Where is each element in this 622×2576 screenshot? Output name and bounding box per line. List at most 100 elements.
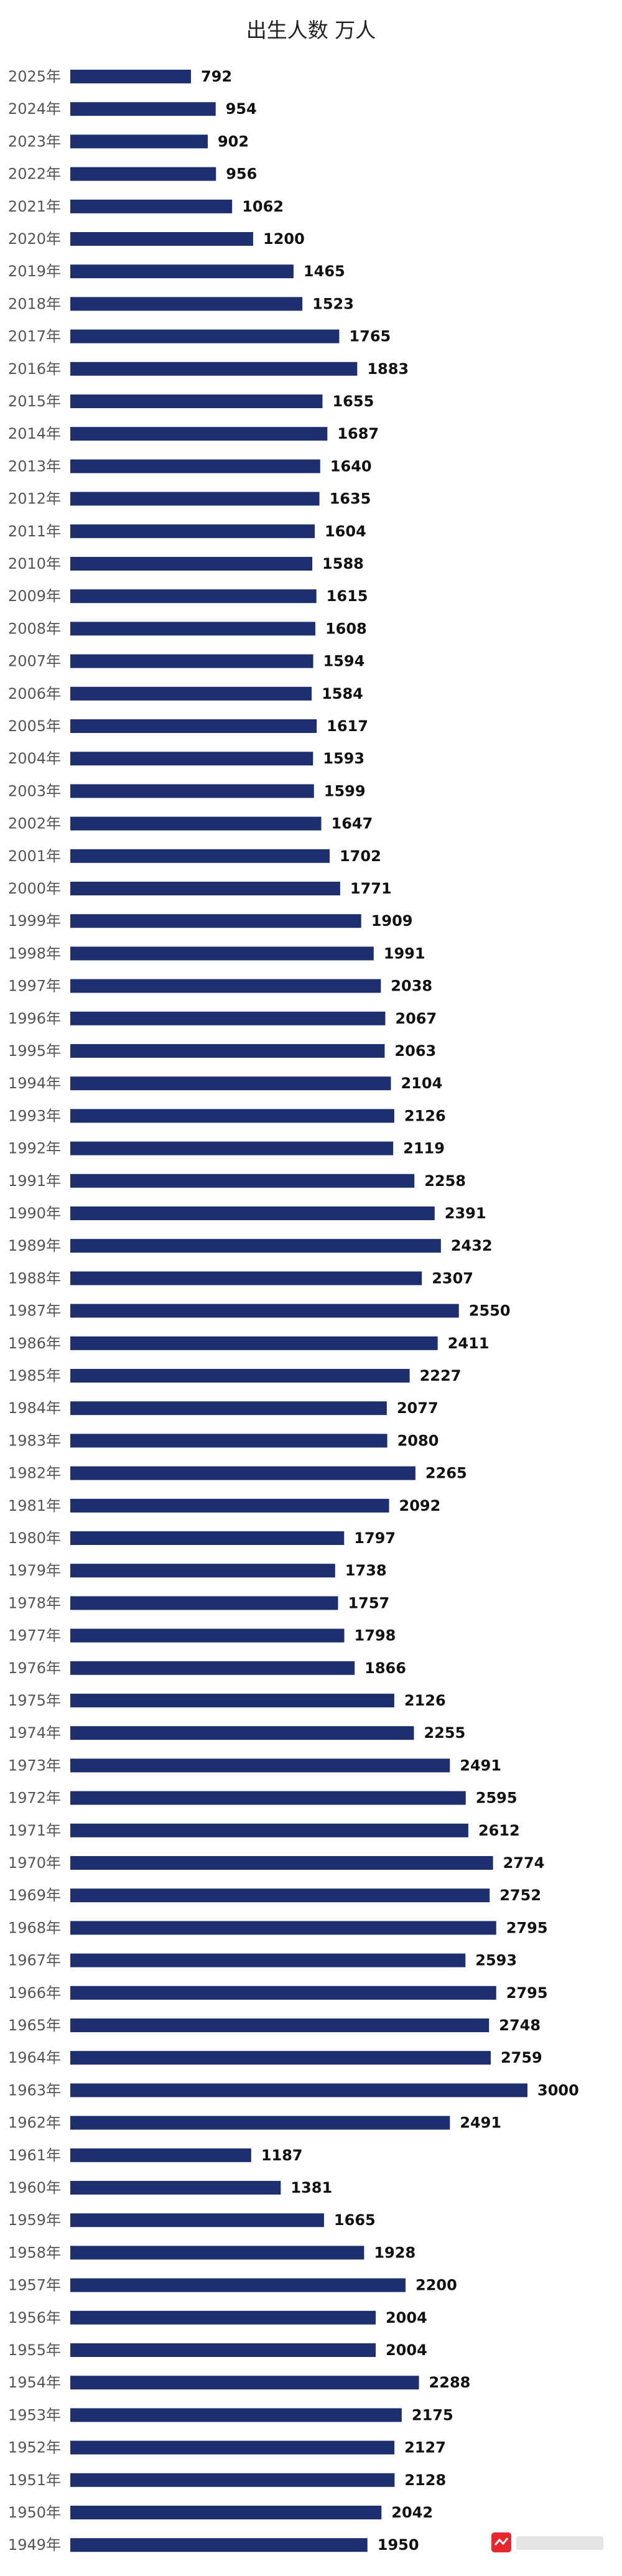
bar <box>70 1726 414 1740</box>
y-tick-label: 1983年 <box>8 1432 61 1449</box>
y-tick-label: 1951年 <box>8 2471 61 2489</box>
data-label: 1608 <box>325 620 367 637</box>
bar <box>70 882 340 895</box>
y-tick-label: 1958年 <box>8 2244 61 2261</box>
y-tick-label: 1978年 <box>8 1594 61 1612</box>
bar <box>70 264 294 279</box>
bar <box>70 2116 450 2130</box>
y-tick-label: 1968年 <box>8 1919 61 1936</box>
y-tick-label: 2012年 <box>8 490 61 508</box>
bar <box>70 1758 450 1773</box>
y-tick-label: 1966年 <box>8 1984 61 2002</box>
data-label: 2774 <box>503 1854 545 1872</box>
y-tick-label: 1972年 <box>8 1790 61 1807</box>
y-tick-label: 2024年 <box>8 100 61 118</box>
data-label: 1615 <box>327 587 368 605</box>
y-tick-label: 1962年 <box>8 2114 61 2132</box>
y-tick-label: 2002年 <box>8 815 61 833</box>
y-tick-label: 1985年 <box>8 1367 61 1384</box>
data-label: 1617 <box>327 717 368 735</box>
data-label: 2307 <box>432 1269 473 1287</box>
y-tick-label: 1949年 <box>8 2536 61 2554</box>
y-tick-label: 1971年 <box>8 1822 61 1839</box>
y-tick-label: 2008年 <box>8 620 61 637</box>
bar <box>70 1206 435 1220</box>
bar <box>70 654 313 668</box>
data-label: 792 <box>201 68 232 85</box>
bar <box>70 979 381 993</box>
data-label: 2004 <box>386 2309 427 2326</box>
y-tick-label: 2013年 <box>8 457 61 475</box>
bar <box>70 2506 382 2519</box>
y-tick-label: 2009年 <box>8 587 61 605</box>
watermark-text-block <box>516 2536 603 2550</box>
data-label: 1866 <box>364 1659 406 1677</box>
bar <box>70 1109 394 1123</box>
bar <box>70 2083 527 2098</box>
data-label: 2752 <box>499 1887 541 1904</box>
bar <box>70 2246 364 2260</box>
bar <box>70 1369 410 1383</box>
data-label: 1798 <box>355 1627 396 1645</box>
bar <box>70 459 320 474</box>
y-tick-label: 1955年 <box>8 2341 61 2359</box>
data-label: 1200 <box>263 230 305 248</box>
y-tick-label: 1982年 <box>8 1465 61 1482</box>
bar <box>70 1498 389 1513</box>
y-tick-label: 1994年 <box>8 1075 61 1092</box>
y-tick-label: 2010年 <box>8 555 61 572</box>
data-label: 1604 <box>325 523 366 540</box>
bar <box>70 1986 496 2000</box>
y-tick-label: 1998年 <box>8 945 61 962</box>
bar <box>70 622 315 636</box>
chart-title: 出生人数 万人 <box>246 18 376 42</box>
y-tick-label: 1988年 <box>8 1269 61 1287</box>
bar <box>70 816 322 831</box>
data-label: 2200 <box>415 2277 457 2294</box>
data-label: 1909 <box>371 912 413 930</box>
data-label: 2550 <box>469 1302 511 1320</box>
bar <box>70 1953 466 1967</box>
bar <box>70 134 208 149</box>
data-label: 1771 <box>350 880 392 897</box>
bar <box>70 2018 490 2032</box>
y-tick-label: 1992年 <box>8 1140 61 1157</box>
bar <box>70 686 312 701</box>
y-tick-label: 1954年 <box>8 2374 61 2391</box>
y-tick-label: 1984年 <box>8 1399 61 1417</box>
data-label: 2491 <box>460 1757 501 1774</box>
y-tick-label: 1963年 <box>8 2081 61 2099</box>
y-tick-label: 1953年 <box>8 2406 61 2424</box>
y-tick-label: 1956年 <box>8 2309 61 2326</box>
data-label: 2038 <box>391 978 432 995</box>
y-tick-label: 2021年 <box>8 198 61 215</box>
bar <box>70 2440 395 2455</box>
bar <box>70 719 317 733</box>
data-label: 2092 <box>399 1497 441 1514</box>
y-tick-label: 2019年 <box>8 263 61 280</box>
y-tick-label: 1990年 <box>8 1205 61 1222</box>
data-label: 2063 <box>394 1042 436 1060</box>
data-label: 2391 <box>445 1205 486 1222</box>
data-label: 1588 <box>322 555 364 572</box>
y-tick-label: 1986年 <box>8 1335 61 1352</box>
bar <box>70 1044 385 1058</box>
y-tick-label: 1973年 <box>8 1757 61 1774</box>
data-label: 1584 <box>322 685 363 702</box>
y-tick-label: 1997年 <box>8 978 61 995</box>
y-tick-label: 2023年 <box>8 133 61 150</box>
data-label: 2491 <box>460 2114 501 2132</box>
data-label: 2258 <box>424 1172 466 1190</box>
bar <box>70 2343 376 2357</box>
y-tick-label: 2017年 <box>8 328 61 345</box>
data-label: 1797 <box>354 1529 396 1547</box>
data-label: 1381 <box>290 2179 332 2196</box>
bar <box>70 1791 466 1805</box>
y-tick-label: 2000年 <box>8 880 61 897</box>
y-tick-label: 2025年 <box>8 68 61 85</box>
y-tick-label: 2014年 <box>8 425 61 442</box>
data-label: 1950 <box>378 2536 419 2554</box>
bar <box>70 914 361 928</box>
bar <box>70 1888 490 1903</box>
